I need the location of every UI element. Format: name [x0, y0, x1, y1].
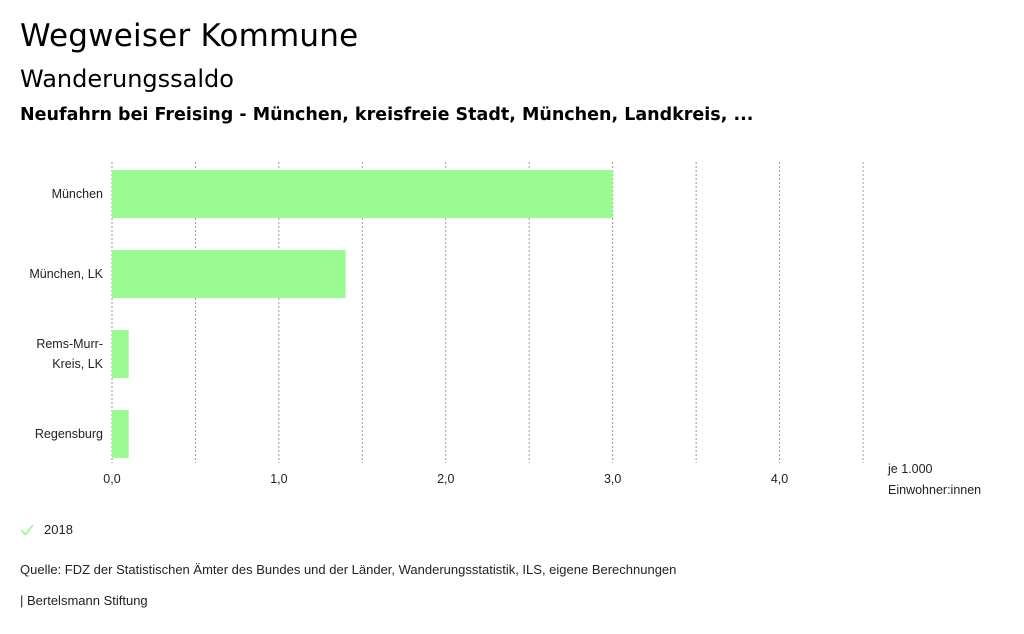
- legend-item-2018[interactable]: 2018: [20, 522, 73, 537]
- bar[interactable]: [112, 330, 129, 378]
- category-label: München: [52, 187, 103, 201]
- x-tick-label: 1,0: [270, 472, 287, 486]
- category-label: Regensburg: [35, 427, 103, 441]
- x-tick-label: 2,0: [437, 472, 454, 486]
- unit-label-line-2: Einwohner:innen: [888, 483, 982, 497]
- x-tick-labels: 0,0 1,0 2,0 3,0 4,0: [103, 472, 788, 486]
- source-note: Quelle: FDZ der Statistischen Ämter des …: [20, 562, 677, 577]
- bar[interactable]: [112, 170, 613, 218]
- bar[interactable]: [112, 250, 346, 298]
- x-tick-label: 4,0: [771, 472, 788, 486]
- bar[interactable]: [112, 410, 129, 458]
- x-tick-label: 0,0: [103, 472, 120, 486]
- bars: [112, 170, 613, 458]
- brand-credit: | Bertelsmann Stiftung: [20, 593, 148, 608]
- region-selection: Neufahrn bei Freising - München, kreisfr…: [20, 105, 754, 125]
- category-label: Rems-Murr-: [36, 337, 103, 351]
- chart-subtitle: Wanderungssaldo: [20, 65, 234, 93]
- page-title: Wegweiser Kommune: [20, 18, 359, 54]
- category-labels: München München, LK Rems-Murr- Kreis, LK Reg…: [29, 187, 103, 441]
- unit-label: je 1.000 Einwohner:innen: [888, 459, 981, 501]
- unit-label-line-1: je 1.000: [888, 462, 933, 476]
- legend-label: 2018: [44, 522, 73, 537]
- bar-chart: München München, LK Rems-Murr- Kreis, LK Reg…: [29, 162, 864, 486]
- category-label: Kreis, LK: [52, 357, 103, 371]
- category-label: München, LK: [29, 267, 103, 281]
- check-icon: [20, 524, 34, 535]
- x-tick-label: 3,0: [604, 472, 621, 486]
